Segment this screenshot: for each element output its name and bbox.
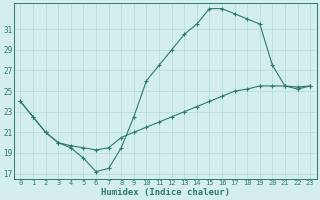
X-axis label: Humidex (Indice chaleur): Humidex (Indice chaleur) bbox=[101, 188, 230, 197]
